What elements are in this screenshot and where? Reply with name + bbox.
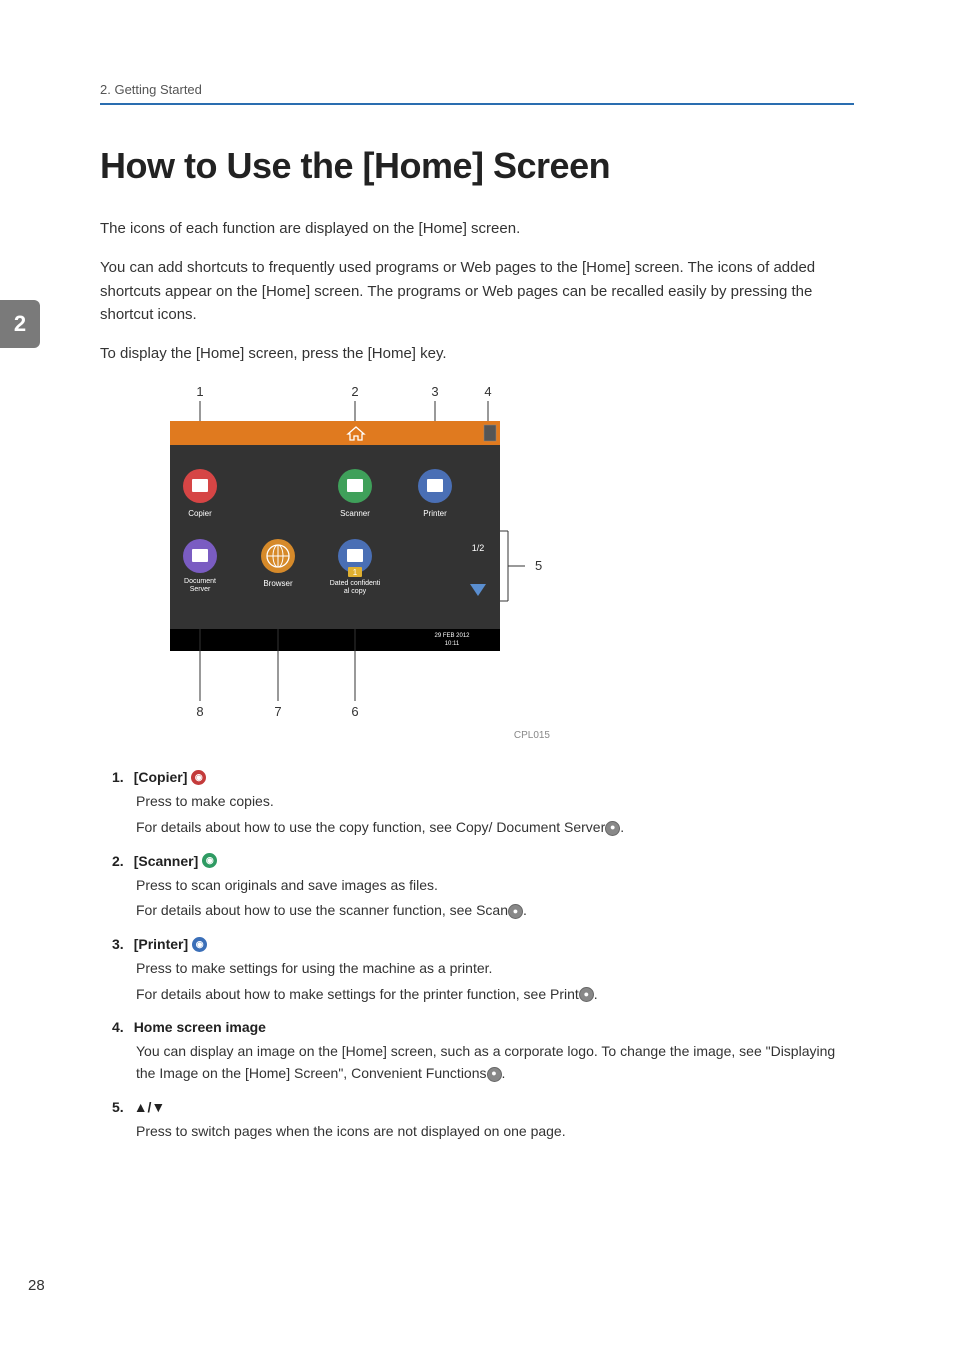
page-title: How to Use the [Home] Screen — [100, 145, 854, 187]
svg-text:Scanner: Scanner — [340, 509, 370, 518]
list-item-2: 2. [Scanner] ◉ Press to scan originals a… — [112, 853, 854, 922]
paragraph-2: You can add shortcuts to frequently used… — [100, 256, 854, 326]
svg-text:Printer: Printer — [423, 509, 447, 518]
callout-1: 1 — [196, 384, 203, 399]
svg-text:1: 1 — [353, 568, 358, 577]
chapter-tab: 2 — [0, 300, 40, 348]
svg-text:Browser: Browser — [263, 579, 293, 588]
list-item-5: 5. ▲/▼ Press to switch pages when the ic… — [112, 1099, 854, 1143]
li-5-title: ▲/▼ — [134, 1099, 166, 1115]
callout-8: 8 — [196, 704, 203, 719]
callout-7: 7 — [274, 704, 281, 719]
svg-text:Document: Document — [184, 578, 216, 585]
page-number: 28 — [28, 1277, 45, 1294]
li-3-title: [Printer] — [134, 936, 188, 952]
li-4-num: 4. — [112, 1019, 124, 1035]
li-2-body1: Press to scan originals and save images … — [136, 875, 854, 897]
li-2-num: 2. — [112, 853, 124, 869]
cd-ref-icon: ● — [579, 987, 594, 1002]
li-3-num: 3. — [112, 936, 124, 952]
figure-id: CPL015 — [130, 730, 550, 741]
cd-ref-icon: ● — [605, 821, 620, 836]
callout-6: 6 — [351, 704, 358, 719]
cd-ref-icon: ● — [508, 904, 523, 919]
printer-icon: ◉ — [192, 937, 207, 952]
list-item-1: 1. [Copier] ◉ Press to make copies. For … — [112, 769, 854, 838]
icon-scanner: Scanner — [338, 469, 372, 518]
main-content: How to Use the [Home] Screen The icons o… — [100, 145, 854, 1156]
page-header: 2. Getting Started — [100, 82, 854, 105]
li-2-body2: For details about how to use the scanner… — [136, 900, 854, 922]
li-5-num: 5. — [112, 1099, 124, 1115]
header-text: 2. Getting Started — [100, 82, 202, 97]
li-3-body2: For details about how to make settings f… — [136, 984, 854, 1006]
svg-text:Dated confidenti: Dated confidenti — [330, 580, 381, 587]
li-1-num: 1. — [112, 769, 124, 785]
icon-document-server: Document Server — [183, 539, 217, 593]
li-5-body1: Press to switch pages when the icons are… — [136, 1121, 854, 1143]
list-item-3: 3. [Printer] ◉ Press to make settings fo… — [112, 936, 854, 1005]
list-item-4: 4. Home screen image You can display an … — [112, 1019, 854, 1084]
diagram-svg: 1 2 3 4 Copier — [130, 381, 570, 721]
page-indicator: 1/2 — [472, 543, 485, 553]
li-1-body2: For details about how to use the copy fu… — [136, 817, 854, 839]
paragraph-3: To display the [Home] screen, press the … — [100, 342, 854, 365]
scanner-icon: ◉ — [202, 853, 217, 868]
svg-text:Copier: Copier — [188, 509, 212, 518]
li-4-title: Home screen image — [134, 1019, 266, 1035]
li-1-title: [Copier] — [134, 769, 188, 785]
li-4-body1: You can display an image on the [Home] s… — [136, 1041, 854, 1084]
callout-3: 3 — [431, 384, 438, 399]
footer-time: 10:11 — [445, 641, 460, 647]
chapter-tab-number: 2 — [14, 311, 26, 337]
header-rule — [100, 103, 854, 105]
copier-icon: ◉ — [191, 770, 206, 785]
home-screen-diagram: 1 2 3 4 Copier — [130, 381, 854, 741]
callout-5: 5 — [535, 558, 542, 573]
callout-2: 2 — [351, 384, 358, 399]
li-1-body1: Press to make copies. — [136, 791, 854, 813]
li-3-body1: Press to make settings for using the mac… — [136, 958, 854, 980]
cd-ref-icon: ● — [487, 1067, 502, 1082]
li-2-title: [Scanner] — [134, 853, 199, 869]
paragraph-1: The icons of each function are displayed… — [100, 217, 854, 240]
callout-4: 4 — [484, 384, 491, 399]
footer-date: 29 FEB 2012 — [434, 633, 470, 639]
icon-browser: Browser — [261, 539, 295, 588]
